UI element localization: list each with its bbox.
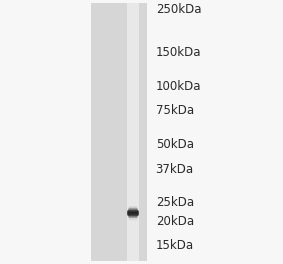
Bar [128, 209, 138, 210]
Text: 15kDa: 15kDa [156, 239, 194, 252]
Bar [127, 215, 139, 216]
Bar [127, 214, 139, 215]
Bar [127, 214, 139, 215]
Bar [128, 217, 138, 218]
Bar [129, 216, 137, 217]
Bar [128, 219, 138, 220]
Text: 150kDa: 150kDa [156, 46, 201, 59]
Bar [128, 218, 138, 219]
Text: 250kDa: 250kDa [156, 3, 201, 16]
Bar [128, 207, 138, 208]
Bar [129, 217, 137, 218]
Bar [128, 209, 138, 210]
Bar [128, 208, 138, 209]
Bar [129, 207, 137, 208]
Text: 25kDa: 25kDa [156, 196, 194, 209]
Bar [129, 209, 137, 210]
Bar [128, 215, 138, 216]
Text: 37kDa: 37kDa [156, 163, 194, 176]
Bar [129, 209, 137, 210]
Text: 20kDa: 20kDa [156, 215, 194, 228]
Bar [128, 212, 138, 213]
Bar [91, 3, 147, 261]
Bar [127, 213, 139, 214]
Bar [128, 210, 138, 211]
Bar [129, 218, 137, 219]
Bar [129, 216, 137, 217]
Bar [128, 211, 138, 212]
Bar [128, 207, 138, 208]
Bar [127, 211, 139, 212]
Bar [128, 212, 138, 213]
Bar [128, 214, 138, 215]
Bar [128, 206, 138, 207]
Bar [129, 208, 137, 209]
Bar [129, 218, 137, 219]
Bar [128, 213, 138, 214]
Bar [128, 216, 138, 217]
Bar [128, 217, 138, 218]
Text: 50kDa: 50kDa [156, 138, 194, 151]
Bar [128, 214, 138, 215]
Text: 100kDa: 100kDa [156, 80, 201, 93]
Bar [128, 210, 138, 211]
Bar [128, 208, 138, 209]
Bar [128, 206, 138, 207]
Bar [129, 207, 137, 208]
Bar [129, 206, 137, 207]
Bar [128, 213, 138, 214]
Bar [128, 215, 138, 216]
Bar [127, 211, 139, 212]
Bar [129, 219, 137, 220]
Bar [127, 213, 139, 214]
Bar [129, 219, 137, 220]
Bar [128, 218, 138, 219]
Bar [129, 206, 137, 207]
Bar [128, 216, 138, 217]
Text: 75kDa: 75kDa [156, 104, 194, 117]
Bar [129, 217, 137, 218]
Bar [127, 212, 139, 213]
Bar [127, 210, 139, 211]
Bar [128, 215, 138, 216]
Bar [127, 3, 139, 261]
Bar [128, 210, 138, 211]
Bar [128, 211, 138, 212]
Bar [127, 212, 139, 213]
Bar [128, 219, 138, 220]
Bar [129, 208, 137, 209]
